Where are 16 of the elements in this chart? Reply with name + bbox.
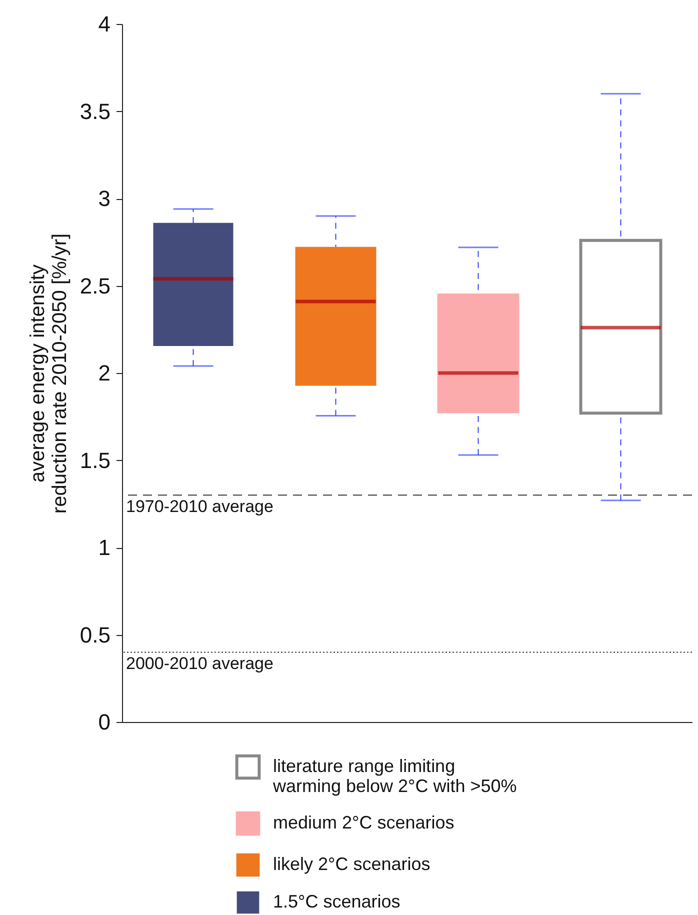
y-tick-label: 0.5	[80, 622, 110, 648]
y-tick-label: 0	[98, 710, 110, 734]
legend-label: 1.5°C scenarios	[273, 892, 400, 912]
y-tick-label: 3	[98, 186, 110, 211]
y-tick-label: 4	[98, 12, 110, 36]
y-tick-label: 2.5	[80, 273, 110, 298]
legend-label: literature range limiting warming below 2°C with >50%	[272, 756, 517, 796]
ref-line-label: 1970-2010 average	[126, 497, 274, 516]
legend-label: medium 2°C scenarios	[273, 812, 454, 832]
legend-label: likely 2°C scenarios	[273, 854, 430, 874]
y-tick-label: 3.5	[80, 98, 110, 124]
y-tick-label: 2	[98, 360, 110, 386]
y-tick-label: 1.5	[80, 448, 110, 473]
y-tick-label: 1	[98, 535, 110, 560]
y-axis-title: average energy intensity reduction rate 2010-2050 [%/yr]	[26, 233, 71, 514]
ref-line-label: 2000-2010 average	[126, 654, 274, 674]
